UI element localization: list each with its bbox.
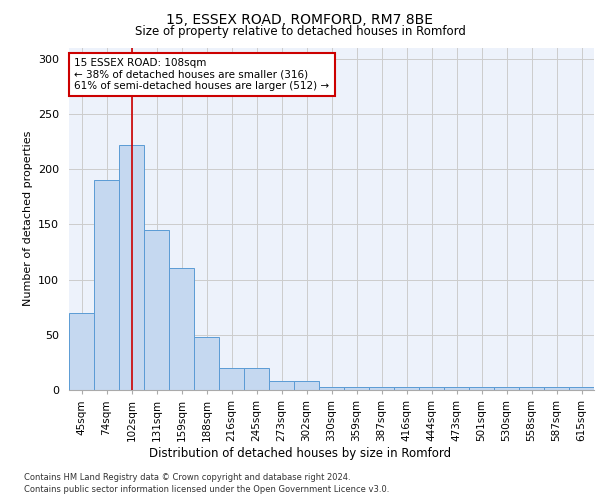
Bar bbox=[69, 312, 94, 390]
Bar bbox=[294, 381, 319, 390]
Bar bbox=[394, 386, 419, 390]
Y-axis label: Number of detached properties: Number of detached properties bbox=[23, 131, 32, 306]
Bar bbox=[319, 386, 344, 390]
Bar bbox=[219, 368, 244, 390]
Bar bbox=[169, 268, 194, 390]
Bar bbox=[444, 386, 469, 390]
Text: Contains HM Land Registry data © Crown copyright and database right 2024.: Contains HM Land Registry data © Crown c… bbox=[24, 472, 350, 482]
Bar bbox=[344, 386, 369, 390]
Bar bbox=[494, 386, 519, 390]
Bar bbox=[244, 368, 269, 390]
Text: Contains public sector information licensed under the Open Government Licence v3: Contains public sector information licen… bbox=[24, 485, 389, 494]
Text: 15, ESSEX ROAD, ROMFORD, RM7 8BE: 15, ESSEX ROAD, ROMFORD, RM7 8BE bbox=[167, 12, 433, 26]
Bar bbox=[194, 337, 219, 390]
Bar bbox=[94, 180, 119, 390]
Bar bbox=[544, 386, 569, 390]
Bar bbox=[369, 386, 394, 390]
Bar bbox=[419, 386, 444, 390]
Bar bbox=[469, 386, 494, 390]
Text: Size of property relative to detached houses in Romford: Size of property relative to detached ho… bbox=[134, 25, 466, 38]
Text: Distribution of detached houses by size in Romford: Distribution of detached houses by size … bbox=[149, 448, 451, 460]
Text: 15 ESSEX ROAD: 108sqm
← 38% of detached houses are smaller (316)
61% of semi-det: 15 ESSEX ROAD: 108sqm ← 38% of detached … bbox=[74, 58, 329, 91]
Bar bbox=[569, 386, 594, 390]
Bar bbox=[269, 381, 294, 390]
Bar bbox=[519, 386, 544, 390]
Bar bbox=[144, 230, 169, 390]
Bar bbox=[119, 144, 144, 390]
